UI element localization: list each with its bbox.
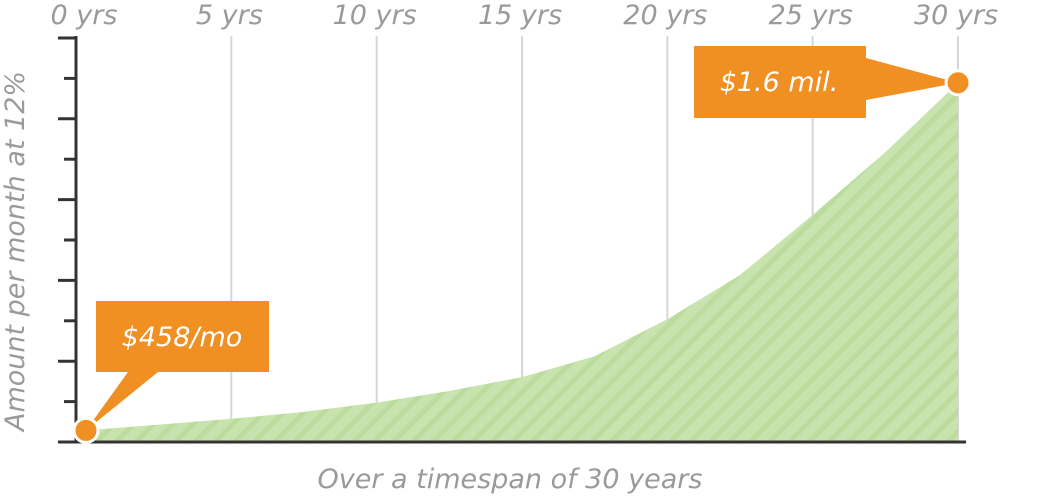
x-tick-label: 15 yrs [478, 0, 562, 31]
x-tick-label: 30 yrs [914, 0, 998, 31]
callout-box [96, 301, 269, 372]
callout-box [694, 46, 866, 118]
x-tick-label: 20 yrs [623, 0, 707, 31]
x-tick-label: 0 yrs [51, 0, 118, 31]
y-axis-label: Amount per month at 12% [0, 71, 31, 433]
x-axis-label: Over a timespan of 30 years [318, 464, 703, 495]
x-tick-labels: 0 yrs 5 yrs 10 yrs 15 yrs 20 yrs 25 yrs 30 yrs [51, 0, 999, 31]
x-tick-label: 10 yrs [333, 0, 417, 31]
axes [58, 36, 966, 444]
data-point-marker [72, 416, 100, 444]
x-tick-label: 25 yrs [769, 0, 853, 31]
callout-pointer [866, 58, 958, 100]
data-point-marker [944, 69, 972, 97]
callout-label: $1.6 mil. [720, 67, 839, 98]
callout-pointer [86, 372, 158, 431]
callout-label: $458/mo [122, 322, 243, 353]
annotations: $458/mo $1.6 mil. [72, 46, 972, 444]
growth-area [86, 82, 958, 443]
x-tick-label: 5 yrs [196, 0, 263, 31]
